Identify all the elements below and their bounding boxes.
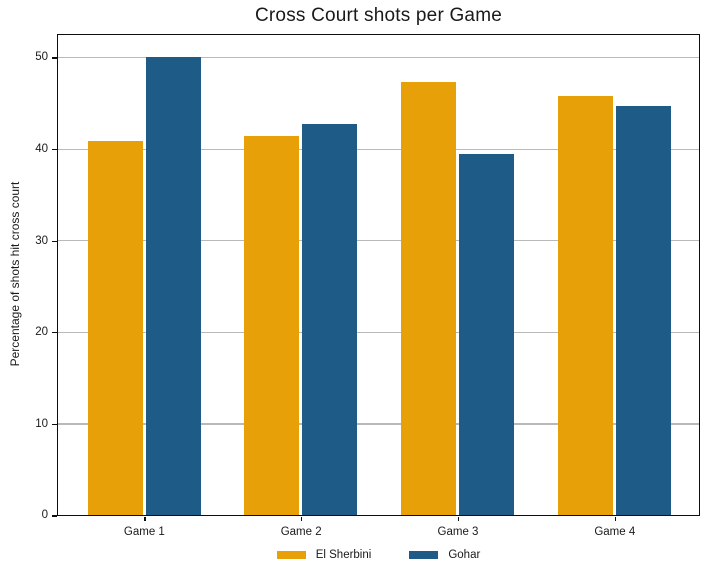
legend-item-el-sherbini: El Sherbini [276, 549, 372, 561]
gridline-y-30 [58, 240, 699, 242]
legend-swatch-gohar [409, 551, 439, 559]
x-tick-label-game-2: Game 2 [280, 525, 322, 538]
bar-el-sherbini-game-1 [87, 141, 143, 515]
y-tick-label-30: 30 [35, 234, 48, 247]
gridline-y-20 [58, 331, 699, 333]
chart-title: Cross Court shots per Game [254, 5, 502, 26]
bar-el-sherbini-game-2 [244, 135, 300, 515]
bar-gohar-game-2 [302, 123, 358, 515]
y-tick-label-10: 10 [35, 417, 48, 430]
gridline-y-40 [58, 148, 699, 150]
y-tick-mark-30 [52, 240, 57, 242]
x-tick-label-game-1: Game 1 [123, 525, 165, 538]
y-tick-label-50: 50 [35, 51, 48, 64]
bar-gohar-game-3 [459, 154, 515, 515]
bar-gohar-game-4 [615, 106, 671, 515]
y-tick-mark-40 [52, 148, 57, 151]
y-tick-mark-50 [52, 57, 57, 59]
x-tick-mark-1 [144, 516, 146, 522]
bar-gohar-game-1 [145, 57, 201, 515]
y-tick-label-20: 20 [35, 326, 48, 339]
plot-area [57, 34, 700, 516]
legend-label-el-sherbini: El Sherbini [315, 549, 372, 561]
legend: El Sherbini Gohar [57, 549, 700, 561]
y-tick-mark-0 [52, 515, 57, 517]
y-tick-label-40: 40 [35, 142, 48, 155]
bar-el-sherbini-game-3 [401, 81, 457, 515]
x-tick-label-game-3: Game 3 [437, 525, 479, 538]
x-tick-mark-4 [614, 516, 617, 522]
y-tick-mark-10 [52, 423, 57, 426]
x-tick-label-game-4: Game 4 [594, 525, 636, 538]
gridline-y-50 [58, 56, 699, 59]
bar-el-sherbini-game-4 [557, 96, 613, 515]
gridline-y-10 [58, 423, 699, 425]
legend-swatch-el-sherbini [276, 551, 306, 559]
y-tick-label-0: 0 [41, 509, 48, 522]
legend-label-gohar: Gohar [448, 549, 481, 561]
x-tick-mark-2 [301, 516, 303, 522]
legend-item-gohar: Gohar [409, 549, 480, 561]
x-tick-mark-3 [458, 516, 460, 522]
y-tick-mark-20 [52, 332, 57, 334]
